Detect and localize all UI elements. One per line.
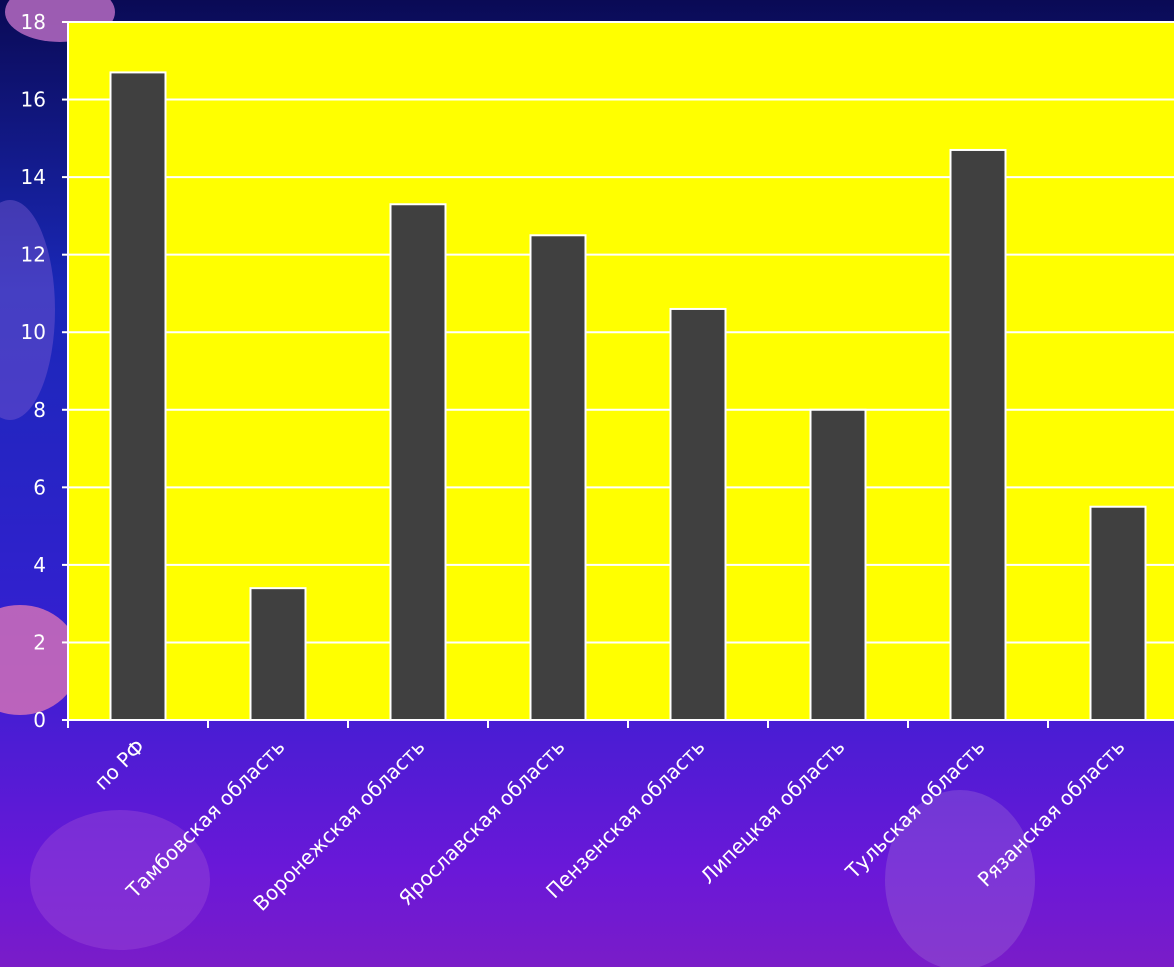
bar-series <box>109 71 1147 722</box>
bar <box>529 234 587 721</box>
bar <box>669 307 727 721</box>
x-tick-label: по РФ <box>89 735 149 795</box>
y-tick-label: 10 <box>21 320 46 344</box>
bar <box>109 71 167 721</box>
y-tick-label: 0 <box>33 708 46 732</box>
y-axis-ticks: 0 2 4 6 8 10 12 14 16 18 <box>21 10 68 732</box>
x-tick-label: Пензенская область <box>541 735 709 903</box>
y-tick-label: 12 <box>21 243 46 267</box>
y-tick-label: 18 <box>21 10 46 34</box>
bar <box>949 148 1007 721</box>
x-tick-label: Тамбовская область <box>121 735 290 904</box>
bar <box>249 587 307 722</box>
y-tick-label: 16 <box>21 88 46 112</box>
plot-area <box>68 22 1174 720</box>
x-tick-label: Липецкая область <box>696 735 850 889</box>
y-tick-label: 14 <box>21 165 46 189</box>
y-tick-label: 6 <box>33 475 46 499</box>
y-tick-label: 2 <box>33 630 46 654</box>
bar <box>389 203 447 721</box>
y-tick-label: 4 <box>33 553 46 577</box>
bar <box>809 408 867 721</box>
x-tick-label: Рязанская область <box>973 735 1130 892</box>
x-tick-label: Тульская область <box>840 735 989 884</box>
y-tick-label: 8 <box>33 398 46 422</box>
bar <box>1089 505 1147 721</box>
